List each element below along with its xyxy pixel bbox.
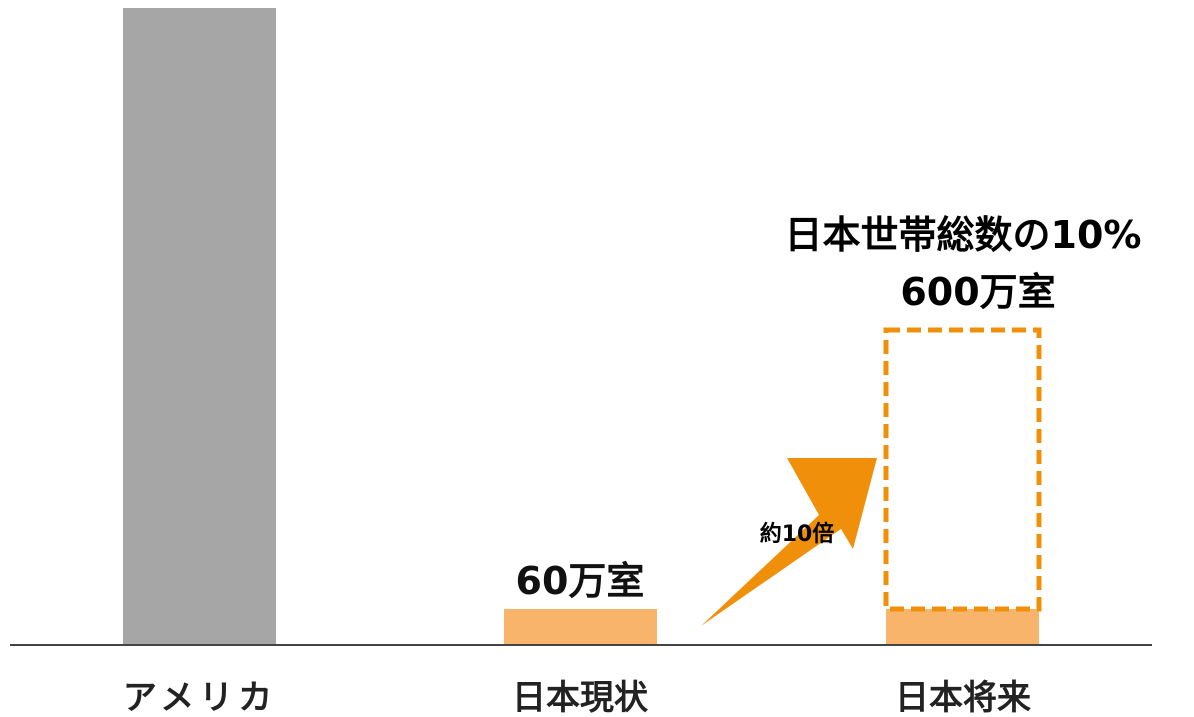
target-label-line1: 日本世帯総数の10% [785, 213, 1142, 257]
category-label-japan-future: 日本将来 [895, 678, 1031, 717]
bar-america [123, 8, 276, 645]
bar-japan-current [504, 609, 657, 645]
bar-japan-future-base [886, 609, 1039, 645]
bar-japan-future-target [883, 327, 1042, 612]
growth-label: 約10倍 [760, 521, 835, 547]
category-label-japan-current: 日本現状 [512, 678, 649, 717]
target-label-line2: 600万室 [900, 270, 1055, 314]
growth-arrow [701, 458, 877, 626]
category-label-america: アメリカ [123, 678, 277, 717]
data-label-japan-current: 60万室 [516, 559, 645, 603]
